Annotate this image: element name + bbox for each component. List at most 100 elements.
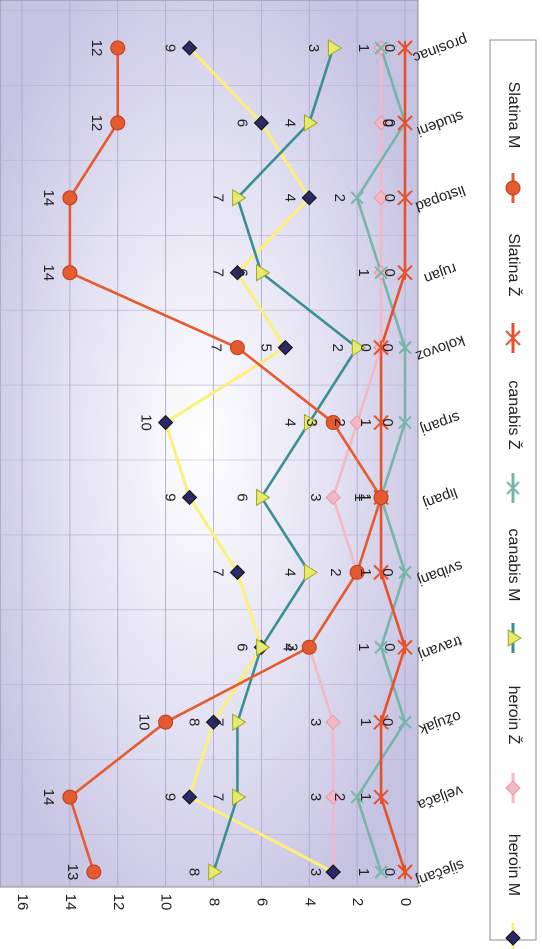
- data-label: 3: [303, 418, 320, 426]
- data-point: [256, 638, 271, 657]
- data-label: 0: [381, 44, 398, 52]
- data-point: [232, 188, 247, 207]
- legend-label: Slatina M: [505, 82, 522, 149]
- data-point: [301, 190, 317, 206]
- data-label: 2: [331, 793, 348, 801]
- data-label: 10: [136, 714, 153, 731]
- series-line: [307, 48, 383, 872]
- data-label: 12: [88, 115, 105, 132]
- data-label: 12: [88, 40, 105, 57]
- data-label: 1: [357, 418, 374, 426]
- data-label: 0: [381, 643, 398, 651]
- data-point: [373, 115, 389, 131]
- data-point-stroke: [398, 415, 412, 430]
- data-label: 1: [357, 568, 374, 576]
- data-point: [229, 340, 245, 356]
- data-label: 2: [329, 343, 346, 351]
- data-point: [303, 413, 319, 432]
- data-point: [505, 930, 521, 946]
- data-point: [229, 564, 246, 581]
- data-label: 3: [307, 793, 324, 801]
- value-tick-label: 4: [301, 898, 318, 906]
- series-line: [355, 47, 407, 873]
- value-tick-label: 16: [14, 894, 31, 911]
- data-label: 14: [40, 789, 57, 806]
- data-label: 3: [283, 643, 300, 651]
- data-label: 0: [381, 269, 398, 277]
- data-label: 1: [355, 643, 372, 651]
- data-point: [397, 639, 413, 655]
- data-label: 1: [357, 493, 374, 501]
- data-point: [397, 115, 413, 131]
- data-label: 0: [379, 418, 396, 426]
- value-tick-label: 12: [110, 894, 127, 911]
- category-label: kolovoz: [413, 331, 467, 364]
- data-label: 0: [379, 119, 396, 127]
- data-point: [351, 338, 367, 357]
- data-point: [256, 263, 271, 282]
- category-label: srpanj: [418, 408, 462, 438]
- category-label: veljača: [415, 782, 465, 814]
- value-tick-label: 8: [206, 898, 223, 906]
- data-label: 2: [327, 568, 344, 576]
- data-label: 4: [281, 119, 298, 127]
- data-label: 5: [257, 343, 274, 351]
- data-point: [373, 339, 389, 356]
- data-label: 7: [207, 343, 224, 351]
- data-point: [349, 564, 365, 580]
- data-label: 0: [379, 568, 396, 576]
- data-point: [373, 789, 389, 805]
- data-point: [374, 266, 388, 280]
- data-point-stroke: [374, 640, 388, 654]
- legend-label: canabis M: [505, 529, 522, 602]
- data-label: 3: [307, 868, 324, 876]
- legend-label: Slatina Ž: [505, 233, 524, 296]
- data-label: 9: [162, 793, 179, 801]
- data-point: [229, 265, 246, 281]
- data-point: [325, 864, 341, 880]
- data-point: [158, 714, 174, 730]
- value-tick-label: 14: [62, 894, 79, 911]
- category-label: ožujak: [416, 707, 463, 738]
- series-line: [68, 48, 383, 873]
- data-point: [374, 865, 388, 879]
- value-tick-label: 0: [397, 898, 414, 906]
- data-label: 0: [381, 119, 398, 127]
- data-point: [350, 790, 364, 804]
- data-label: 0: [379, 343, 396, 351]
- data-point-stroke: [506, 481, 520, 495]
- series-lines: [68, 46, 407, 874]
- data-point: [349, 414, 365, 431]
- data-point: [373, 414, 389, 431]
- data-label: 3: [307, 493, 324, 501]
- data-label: 1: [355, 493, 372, 501]
- data-label: 3: [307, 718, 324, 726]
- plot-area: [0, 0, 419, 888]
- data-point-stroke: [374, 266, 388, 280]
- data-label: 2: [331, 194, 348, 202]
- data-point: [373, 564, 389, 581]
- data-label: 0: [381, 194, 398, 202]
- data-point: [325, 489, 341, 506]
- data-label: 1: [351, 493, 368, 501]
- legend-label: canabis Ž: [505, 380, 524, 450]
- data-point: [253, 115, 270, 131]
- data-point: [373, 489, 389, 505]
- data-point: [157, 414, 174, 431]
- data-point: [181, 789, 198, 805]
- data-point: [232, 713, 247, 732]
- category-label: rujan: [422, 260, 459, 287]
- data-label: 4: [281, 568, 298, 576]
- data-point: [506, 481, 520, 495]
- data-label: 7: [209, 718, 226, 726]
- data-point-stroke: [350, 191, 364, 205]
- data-point: [110, 115, 126, 131]
- series-line: [164, 46, 334, 874]
- data-point: [303, 114, 319, 132]
- value-tick-label: 2: [349, 898, 366, 906]
- value-tick-label: 6: [253, 898, 270, 906]
- category-label: studeni: [415, 107, 466, 140]
- data-point: [181, 40, 198, 56]
- data-point: [86, 864, 102, 880]
